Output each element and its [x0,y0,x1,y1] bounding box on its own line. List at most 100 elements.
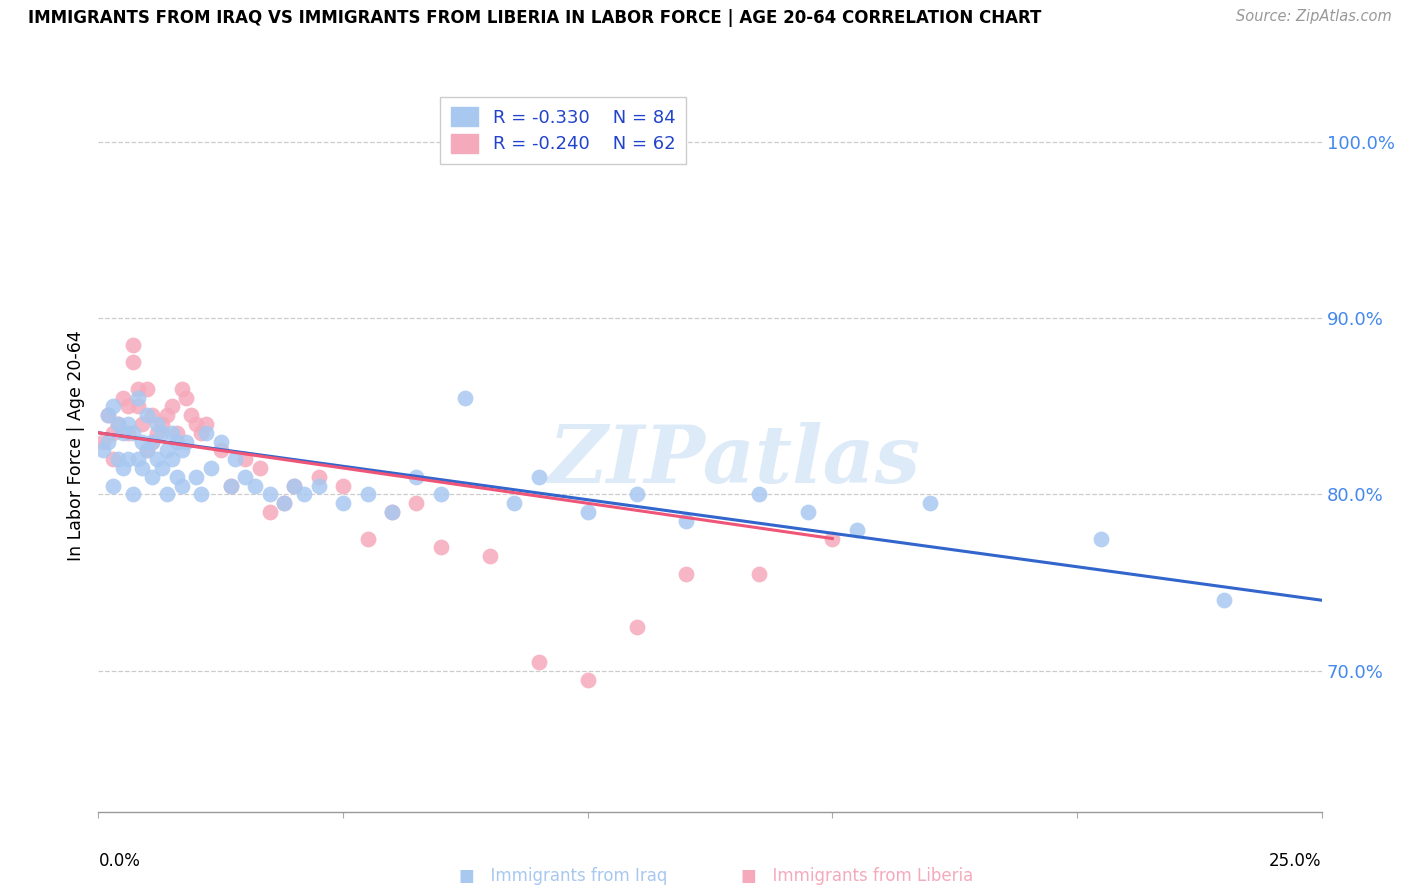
Point [117,452,139,467]
Point [121,425,143,440]
Point [107,417,129,431]
Point [121,355,143,369]
Point [224,452,246,467]
Point [176,434,198,449]
Point [107,417,129,431]
Point [430,487,453,501]
Point [332,496,354,510]
Point [332,478,354,492]
Point [243,478,266,492]
Legend: R = -0.330    N = 84, R = -0.240    N = 62: R = -0.330 N = 84, R = -0.240 N = 62 [440,96,686,164]
Point [381,505,404,519]
Point [160,425,183,440]
Point [219,478,242,492]
Point [127,452,149,467]
Point [150,417,173,431]
Point [190,425,212,440]
Point [136,443,159,458]
Point [249,461,271,475]
Point [166,470,188,484]
Point [209,443,232,458]
Point [675,514,697,528]
Point [186,470,208,484]
Point [283,478,305,492]
Point [626,487,648,501]
Point [141,408,163,422]
Point [146,425,169,440]
Point [797,505,820,519]
Text: Source: ZipAtlas.com: Source: ZipAtlas.com [1236,9,1392,24]
Point [136,382,159,396]
Point [430,541,453,555]
Point [405,496,427,510]
Point [405,470,427,484]
Point [821,532,844,546]
Point [97,408,120,422]
Point [748,487,770,501]
Point [141,434,163,449]
Point [626,620,648,634]
Point [136,408,159,422]
Point [101,452,124,467]
Point [527,655,550,669]
Point [845,523,868,537]
Point [503,496,526,510]
Point [101,425,124,440]
Point [136,443,159,458]
Point [97,408,120,422]
Text: 0.0%: 0.0% [98,852,141,870]
Point [186,417,208,431]
Point [97,434,120,449]
Point [117,417,139,431]
Point [111,461,134,475]
Point [190,487,212,501]
Point [219,478,242,492]
Point [127,382,149,396]
Point [131,417,153,431]
Point [91,434,114,449]
Point [356,487,378,501]
Point [233,452,256,467]
Point [675,566,697,581]
Point [381,505,404,519]
Point [117,425,139,440]
Point [160,452,183,467]
Point [131,434,153,449]
Point [141,470,163,484]
Point [527,470,550,484]
Point [273,496,295,510]
Text: IMMIGRANTS FROM IRAQ VS IMMIGRANTS FROM LIBERIA IN LABOR FORCE | AGE 20-64 CORRE: IMMIGRANTS FROM IRAQ VS IMMIGRANTS FROM … [28,9,1042,27]
Point [920,496,942,510]
Point [748,566,770,581]
Text: ■   Immigrants from Iraq: ■ Immigrants from Iraq [458,867,668,885]
Point [150,425,173,440]
Point [111,391,134,405]
Text: ZIPatlas: ZIPatlas [548,422,921,500]
Point [454,391,477,405]
Point [146,417,169,431]
Point [141,434,163,449]
Point [127,391,149,405]
Text: 25.0%: 25.0% [1270,852,1322,870]
Point [195,417,218,431]
Point [176,391,198,405]
Point [166,434,188,449]
Point [308,478,330,492]
Point [195,425,218,440]
Point [292,487,315,501]
Point [121,337,143,351]
Text: ■   Immigrants from Liberia: ■ Immigrants from Liberia [741,867,973,885]
Point [101,478,124,492]
Point [576,505,599,519]
Point [180,408,202,422]
Y-axis label: In Labor Force | Age 20-64: In Labor Force | Age 20-64 [66,331,84,561]
Point [131,461,153,475]
Point [170,382,193,396]
Point [283,478,305,492]
Point [101,400,124,414]
Point [156,408,179,422]
Point [160,400,183,414]
Point [259,505,281,519]
Point [308,470,330,484]
Point [121,487,143,501]
